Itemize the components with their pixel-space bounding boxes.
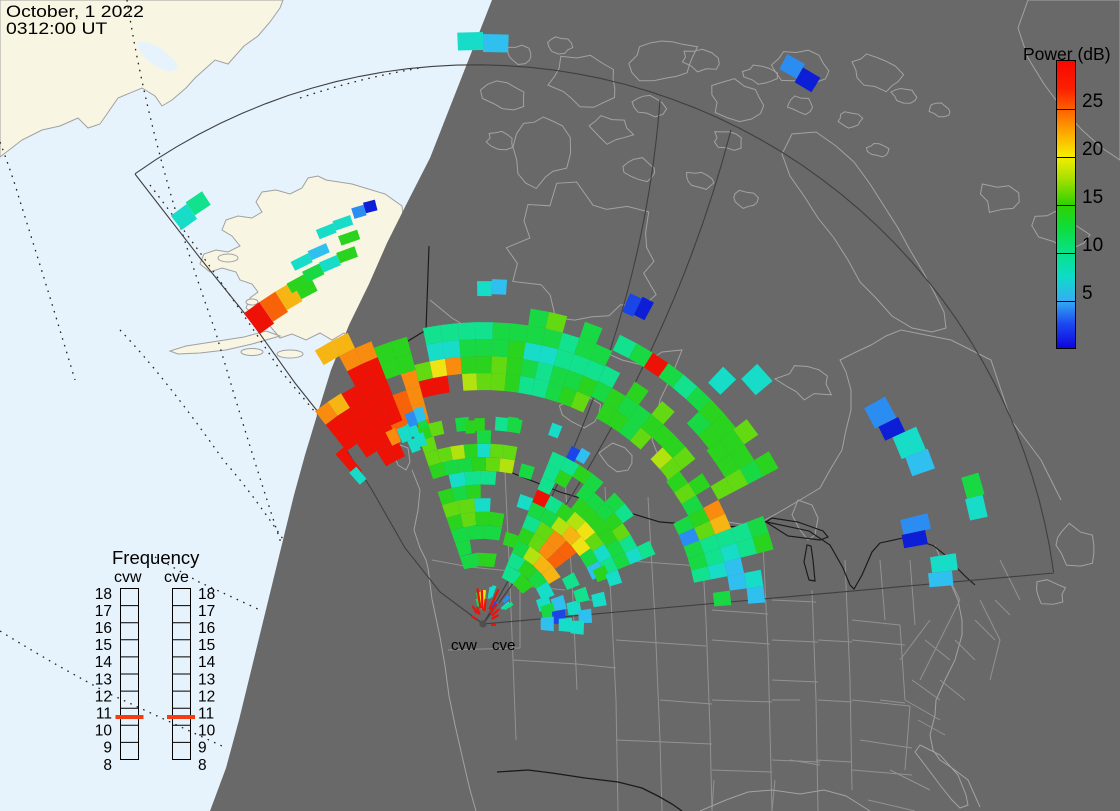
svg-text:11: 11: [198, 706, 214, 723]
svg-text:9: 9: [103, 740, 112, 757]
svg-text:17: 17: [95, 603, 112, 620]
svg-text:10: 10: [198, 723, 216, 740]
svg-text:12: 12: [198, 688, 215, 705]
svg-text:10: 10: [1082, 235, 1103, 256]
svg-text:13: 13: [198, 671, 215, 688]
svg-text:8: 8: [103, 757, 112, 774]
svg-text:9: 9: [198, 740, 207, 757]
svg-text:10: 10: [95, 723, 113, 740]
svg-text:16: 16: [95, 620, 112, 637]
svg-text:12: 12: [95, 688, 112, 705]
svg-text:18: 18: [95, 586, 112, 603]
svg-text:16: 16: [198, 620, 215, 637]
svg-text:8: 8: [198, 757, 207, 774]
svg-text:14: 14: [95, 654, 113, 671]
svg-text:15: 15: [1082, 187, 1103, 208]
svg-text:15: 15: [95, 637, 112, 654]
svg-text:18: 18: [198, 586, 215, 603]
svg-text:17: 17: [198, 603, 215, 620]
svg-text:13: 13: [95, 671, 112, 688]
svg-text:25: 25: [1082, 91, 1103, 112]
svg-text:Frequency: Frequency: [112, 547, 200, 568]
svg-text:15: 15: [198, 637, 215, 654]
svg-text:5: 5: [1082, 283, 1093, 304]
svg-text:20: 20: [1082, 139, 1103, 160]
svg-text:cvw: cvw: [114, 569, 142, 586]
svg-text:cve: cve: [164, 569, 189, 586]
svg-text:11: 11: [96, 706, 112, 723]
svg-text:14: 14: [198, 654, 216, 671]
